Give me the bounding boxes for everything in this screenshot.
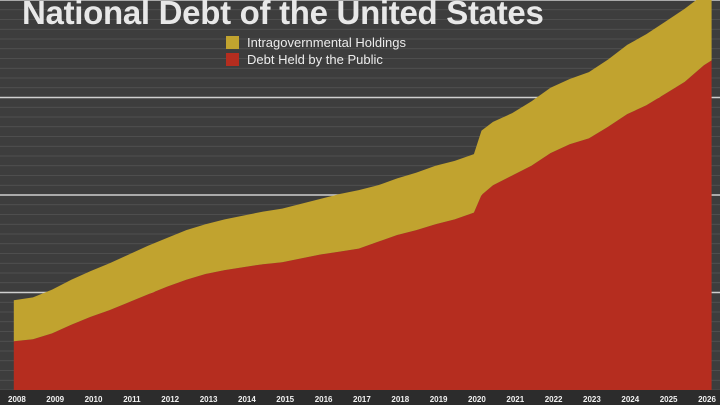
x-tick-label: 2020 — [468, 395, 486, 404]
x-axis-ticks: 2008 2009 2010 2011 2012 2013 2014 2015 2016 2017… — [8, 395, 716, 404]
x-axis-band — [0, 390, 720, 405]
legend-label-intragovernmental: Intragovernmental Holdings — [247, 35, 406, 50]
x-tick-label: 2017 — [353, 395, 371, 404]
x-tick-label: 2008 — [8, 395, 26, 404]
x-tick-label: 2026 — [698, 395, 716, 404]
x-tick-label: 2022 — [545, 395, 563, 404]
legend-label-public: Debt Held by the Public — [247, 52, 383, 67]
x-tick-label: 2018 — [391, 395, 409, 404]
chart-title: National Debt of the United States — [22, 0, 544, 31]
x-tick-label: 2009 — [46, 395, 64, 404]
x-tick-label: 2016 — [315, 395, 333, 404]
x-tick-label: 2023 — [583, 395, 601, 404]
stacked-areas — [13, 0, 712, 391]
legend-item-intragovernmental: Intragovernmental Holdings — [226, 34, 406, 51]
x-tick-label: 2024 — [621, 395, 639, 404]
area-series-public — [13, 60, 712, 391]
x-tick-label: 2013 — [200, 395, 218, 404]
x-tick-label: 2025 — [660, 395, 678, 404]
x-tick-label: 2019 — [430, 395, 448, 404]
x-tick-label: 2014 — [238, 395, 256, 404]
x-tick-label: 2021 — [506, 395, 524, 404]
legend-swatch-public — [226, 53, 239, 66]
x-tick-label: 2012 — [161, 395, 179, 404]
legend-item-public: Debt Held by the Public — [226, 51, 406, 68]
area-series-intragovernmental — [13, 0, 712, 342]
legend: Intragovernmental Holdings Debt Held by … — [226, 34, 406, 68]
legend-swatch-intragovernmental — [226, 36, 239, 49]
x-tick-label: 2011 — [123, 395, 141, 404]
x-tick-label: 2010 — [85, 395, 103, 404]
x-tick-label: 2015 — [276, 395, 294, 404]
